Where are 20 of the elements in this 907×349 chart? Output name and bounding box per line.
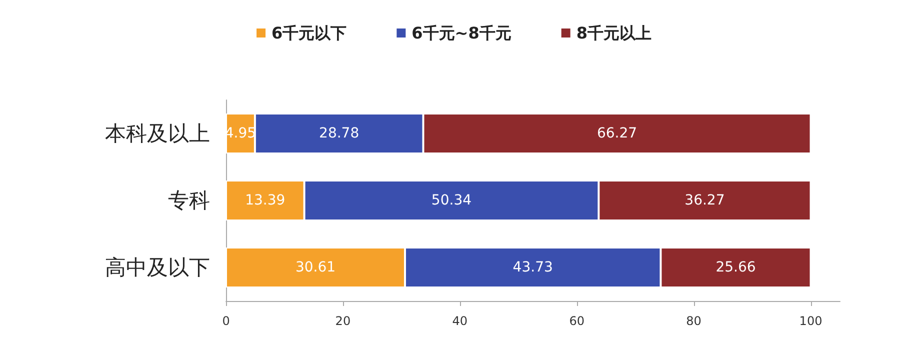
x-tick-label: 0 [222, 314, 230, 328]
data-label: 25.66 [716, 260, 756, 276]
x-tick-label: 100 [799, 314, 822, 328]
data-label: 50.34 [431, 192, 472, 208]
data-label: 36.27 [684, 192, 725, 208]
x-tick-label: 40 [452, 314, 468, 328]
x-tick-label: 20 [335, 314, 351, 328]
y-tick-label: 专科 [168, 188, 210, 212]
x-tick-label: 60 [569, 314, 584, 328]
data-label: 66.27 [596, 126, 638, 142]
y-tick-label: 高中及以下 [105, 256, 210, 280]
data-label: 30.61 [295, 260, 336, 276]
legend-label: 6千元以下 [272, 24, 347, 42]
data-label: 43.73 [512, 260, 553, 276]
y-tick-label: 本科及以上 [105, 122, 210, 146]
x-tick-label: 80 [686, 314, 702, 328]
legend-label: 8千元以上 [576, 24, 652, 42]
data-label: 28.78 [319, 126, 360, 142]
legend-label: 6千元~8千元 [412, 24, 512, 42]
data-label: 13.39 [245, 192, 286, 208]
